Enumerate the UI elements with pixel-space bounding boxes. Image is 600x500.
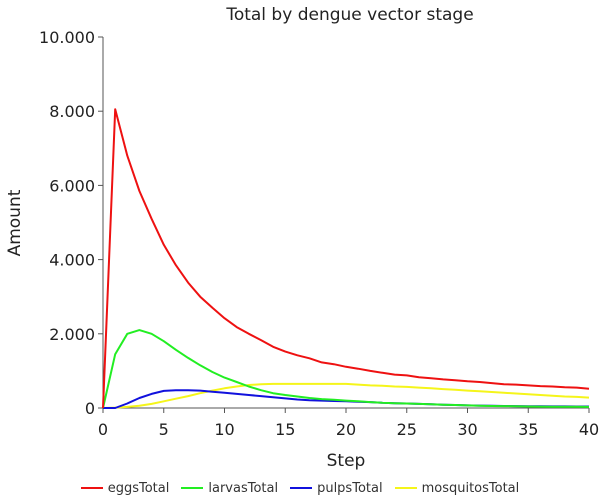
axes (102, 37, 589, 409)
x-tick-label: 30 (457, 420, 477, 439)
legend-label: larvasTotal (208, 480, 279, 496)
chart-title: Total by dengue vector stage (225, 5, 473, 25)
x-tick-label: 15 (275, 420, 295, 439)
series-line-larvasTotal (102, 329, 590, 409)
y-tick-label: 6.000 (49, 176, 95, 195)
x-axis-ticks: 0 5 10 15 20 25 30 35 40 (98, 408, 599, 439)
legend-swatch (80, 487, 103, 489)
x-tick-label: 35 (518, 420, 538, 439)
y-tick-label: 8.000 (49, 102, 95, 121)
legend-label: eggsTotal (107, 480, 170, 496)
legend-swatch (181, 487, 204, 489)
legend-item-mosquitosTotal: mosquitosTotal (394, 480, 520, 496)
legend-item-pulpsTotal: pulpsTotal (290, 481, 383, 496)
x-tick-label: 25 (397, 420, 417, 439)
legend-swatch (394, 487, 417, 489)
legend-label: pulpsTotal (317, 480, 383, 496)
x-tick-label: 5 (159, 420, 169, 439)
x-axis-label: Step (327, 451, 366, 471)
y-axis-ticks: 0 2.000 4.000 6.000 8.000 10.000 (39, 28, 103, 418)
series-lines (102, 108, 590, 409)
y-tick-label: 2.000 (49, 325, 95, 344)
legend-item-larvasTotal: larvasTotal (181, 481, 278, 496)
y-tick-label: 4.000 (49, 251, 95, 270)
y-tick-label: 0 (85, 399, 95, 418)
y-tick-label: 10.000 (39, 28, 95, 47)
legend: eggsTotal larvasTotal pulpsTotal mosquitosT… (0, 478, 600, 498)
series-line-eggsTotal (102, 108, 590, 409)
x-tick-label: 20 (336, 420, 356, 439)
legend-swatch (290, 487, 313, 489)
x-tick-label: 0 (98, 420, 108, 439)
x-tick-label: 10 (214, 420, 234, 439)
legend-label: mosquitosTotal (421, 480, 520, 496)
series-line-mosquitosTotal (102, 382, 590, 409)
x-tick-label: 40 (579, 420, 599, 439)
legend-item-eggsTotal: eggsTotal (80, 480, 170, 496)
y-axis-label: Amount (5, 189, 25, 256)
